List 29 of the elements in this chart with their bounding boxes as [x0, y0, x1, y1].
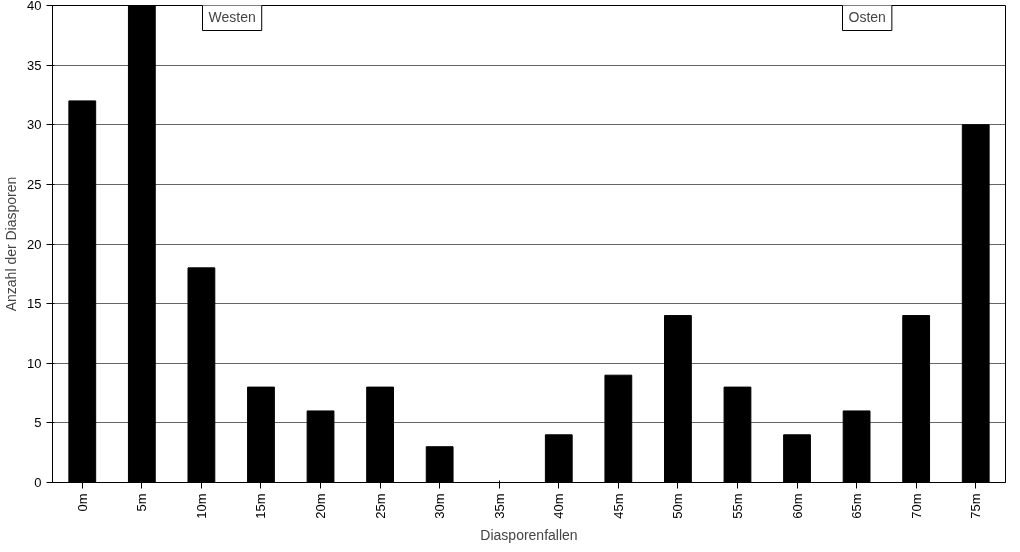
x-tick-label: 65m — [849, 493, 865, 519]
x-tick-label: 50m — [670, 493, 686, 519]
y-tick-label: 20 — [27, 236, 42, 252]
x-tick-label: 0m — [74, 493, 90, 512]
y-tick-label: 40 — [27, 0, 42, 13]
x-tick-label: 55m — [729, 493, 745, 519]
x-tick-label: 35m — [491, 493, 507, 519]
y-tick-label: 5 — [34, 415, 42, 431]
x-tick-label: 70m — [908, 493, 924, 519]
annotation: Osten — [848, 8, 886, 25]
x-tick-label: 20m — [313, 493, 329, 519]
x-tick-label: 60m — [789, 493, 805, 519]
annotation: Westen — [208, 8, 256, 25]
x-tick-label: 10m — [193, 493, 209, 519]
y-axis-title: Anzahl der Diasporen — [3, 176, 20, 312]
x-tick-label: 40m — [551, 493, 567, 519]
y-tick-label: 35 — [27, 57, 42, 73]
x-tick-label: 5m — [134, 493, 150, 512]
y-tick-label: 10 — [27, 355, 42, 371]
y-tick-label: 30 — [27, 117, 42, 133]
x-tick-label: 25m — [372, 493, 388, 519]
x-tick-label: 15m — [253, 493, 269, 519]
x-tick-label: 75m — [968, 493, 984, 519]
x-tick-label: 45m — [610, 493, 626, 519]
y-tick-label: 15 — [27, 296, 42, 312]
y-tick-label: 0 — [34, 475, 42, 490]
x-axis-title: Diasporenfallen — [480, 526, 578, 543]
x-tick-label: 30m — [432, 493, 448, 519]
y-tick-label: 25 — [27, 176, 42, 192]
